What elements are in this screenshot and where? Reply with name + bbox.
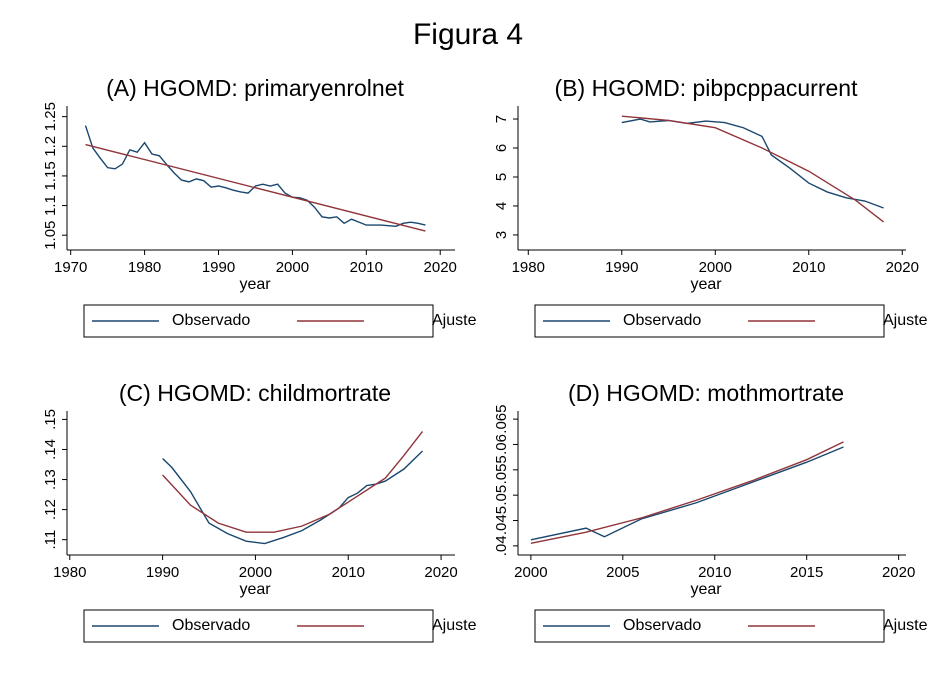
x-tick-label: 2020 xyxy=(424,259,457,276)
y-tick-label: 6 xyxy=(493,144,510,152)
panel-title: (B) HGOMD: pibpcppacurrent xyxy=(555,75,859,101)
panel-title: (D) HGOMD: mothmortrate xyxy=(568,380,844,406)
panel-title: (A) HGOMD: primaryenrolnet xyxy=(106,75,404,101)
x-tick-label: 2000 xyxy=(699,259,732,276)
y-tick-label: .04 xyxy=(493,535,510,556)
y-tick-label: .11 xyxy=(42,530,59,550)
x-axis-label: year xyxy=(690,581,722,598)
y-tick-label: .06 xyxy=(493,434,510,455)
x-tick-label: 2010 xyxy=(698,564,731,581)
x-tick-label: 2020 xyxy=(886,259,919,276)
x-tick-label: 2010 xyxy=(792,259,825,276)
y-tick-label: .045 xyxy=(493,506,510,535)
y-tick-label: 1.05 xyxy=(42,221,59,250)
y-tick-label: 4 xyxy=(493,202,510,210)
y-tick-label: .055 xyxy=(493,455,510,484)
series-line xyxy=(162,450,423,545)
legend-label: Observado xyxy=(172,617,250,634)
y-tick-label: .05 xyxy=(493,485,510,506)
y-tick-label: 5 xyxy=(493,173,510,181)
series-line xyxy=(621,115,884,223)
y-tick-label: 1.1 xyxy=(42,195,59,216)
x-tick-label: 2010 xyxy=(350,259,383,276)
x-tick-label: 2000 xyxy=(239,564,272,581)
series-line xyxy=(85,143,426,232)
x-tick-label: 2020 xyxy=(882,564,915,581)
x-tick-label: 1970 xyxy=(54,259,87,276)
x-tick-label: 2000 xyxy=(276,259,309,276)
x-tick-label: 2005 xyxy=(606,564,639,581)
y-tick-label: 1.25 xyxy=(42,102,59,131)
x-axis-label: year xyxy=(239,581,271,598)
x-tick-label: 1990 xyxy=(202,259,235,276)
panel-title: (C) HGOMD: childmortrate xyxy=(119,380,391,406)
x-tick-label: 2020 xyxy=(424,564,457,581)
y-tick-label: .13 xyxy=(42,469,59,490)
legend-label: Observado xyxy=(623,312,701,329)
y-tick-label: 3 xyxy=(493,231,510,239)
x-tick-label: 1980 xyxy=(128,259,161,276)
y-tick-label: .065 xyxy=(493,405,510,434)
legend-label: Observado xyxy=(172,312,250,329)
series-line xyxy=(84,125,426,228)
series-line xyxy=(162,431,424,533)
legend-label: Ajuste xyxy=(883,312,928,329)
legend-label: Ajuste xyxy=(432,312,477,329)
legend-label: Ajuste xyxy=(883,617,928,634)
series-line xyxy=(530,446,844,541)
series-line xyxy=(621,118,884,209)
y-tick-label: 1.2 xyxy=(42,136,59,157)
x-tick-label: 2015 xyxy=(790,564,823,581)
y-tick-label: 7 xyxy=(493,115,510,123)
x-tick-label: 1990 xyxy=(146,564,179,581)
x-tick-label: 1980 xyxy=(53,564,86,581)
y-tick-label: .12 xyxy=(42,499,59,520)
x-tick-label: 1980 xyxy=(512,259,545,276)
x-tick-label: 2010 xyxy=(332,564,365,581)
x-axis-label: year xyxy=(690,276,722,293)
series-line xyxy=(530,441,844,545)
x-axis-label: year xyxy=(239,276,271,293)
x-tick-label: 1990 xyxy=(605,259,638,276)
y-tick-label: .14 xyxy=(42,439,59,460)
y-tick-label: 1.15 xyxy=(42,161,59,190)
x-tick-label: 2000 xyxy=(514,564,547,581)
y-tick-label: .15 xyxy=(42,409,59,430)
legend-label: Ajuste xyxy=(432,617,477,634)
legend-label: Observado xyxy=(623,617,701,634)
figure-title: Figura 4 xyxy=(413,18,523,51)
